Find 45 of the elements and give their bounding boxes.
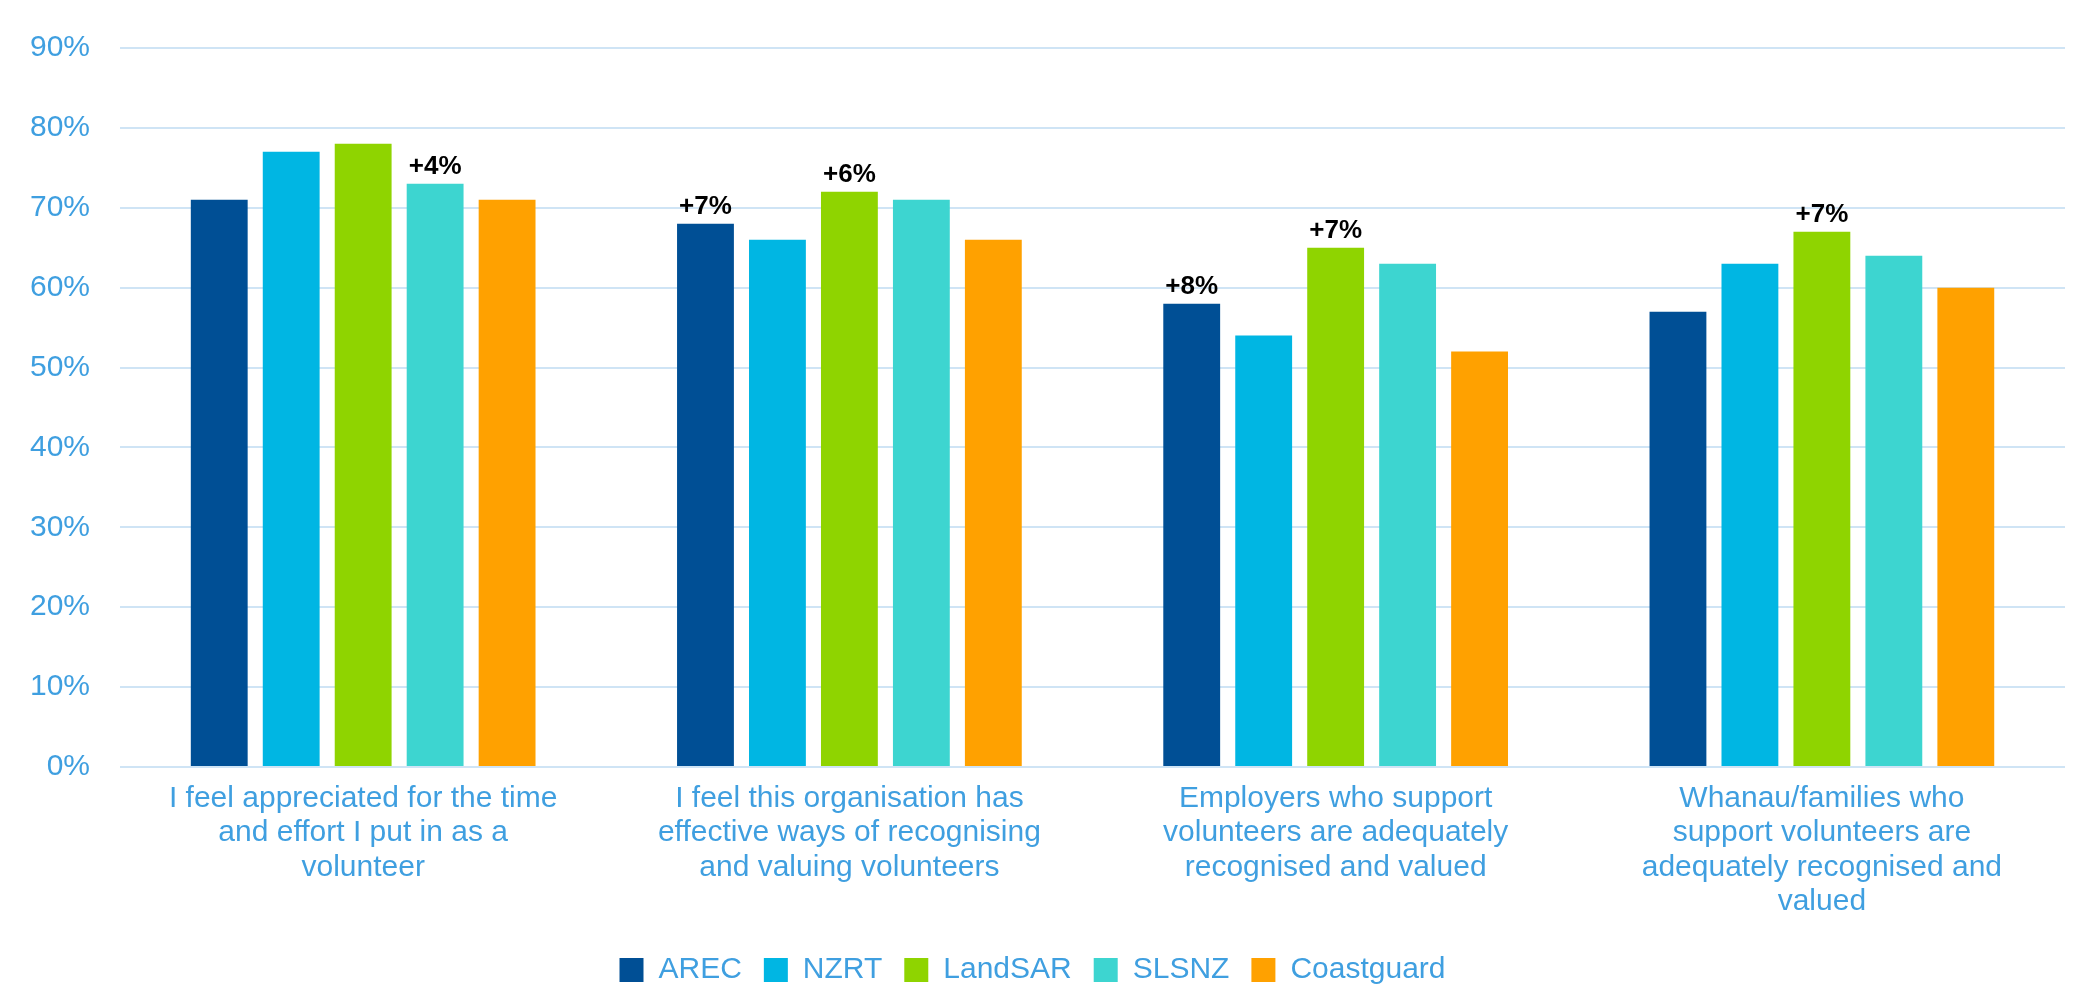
y-tick-label: 60% [30,268,91,302]
y-tick-label: 10% [30,668,91,702]
x-tick-label: Whanau/families who support volunteers are adequately recognised and valued [1641,779,2003,917]
y-tick-label: 50% [30,348,91,382]
y-tick-label: 0% [46,748,91,782]
bar [478,199,536,766]
bar [677,223,734,766]
bar [1649,311,1707,766]
legend-label: SLSNZ [1132,951,1230,985]
y-tick-label: 20% [30,588,91,622]
bar [1865,255,1923,766]
bar [262,151,320,766]
annotation: +7% [1309,213,1363,244]
bar [1163,303,1221,766]
y-tick-label: 40% [30,428,91,462]
x-tick-label: I feel appreciated for the time and effort I put in as a volunteer [168,779,558,882]
annotation: +7% [1795,197,1849,228]
bar [190,199,248,766]
bar [892,199,950,766]
bar [334,143,392,766]
bar [964,239,1022,766]
x-tick-label: I feel this organisation has effective ways of recognising and valuing volunteers [657,779,1041,882]
y-tick-label: 30% [30,508,91,542]
annotation: +7% [679,189,732,220]
legend-label: LandSAR [943,951,1072,985]
bar [1379,263,1437,766]
bar [749,239,806,766]
bar [1793,231,1851,766]
annotation: +6% [823,157,876,188]
legend-label: AREC [658,951,742,985]
bar [1451,351,1508,766]
y-tick-label: 90% [30,29,91,63]
x-tick-label: Employers who support volunteers are adequately recognised and valued [1163,779,1509,882]
legend-label: NZRT [802,951,883,985]
bar [406,183,464,766]
y-tick-label: 80% [30,109,91,143]
bar [1937,287,1995,766]
annotation: +4% [408,149,462,180]
bar [820,191,878,766]
y-tick-label: 70% [30,189,91,223]
legend-label: Coastguard [1290,951,1446,985]
bar [1307,247,1365,766]
bar [1235,335,1293,766]
bar [1721,263,1779,766]
annotation: +8% [1165,269,1219,300]
